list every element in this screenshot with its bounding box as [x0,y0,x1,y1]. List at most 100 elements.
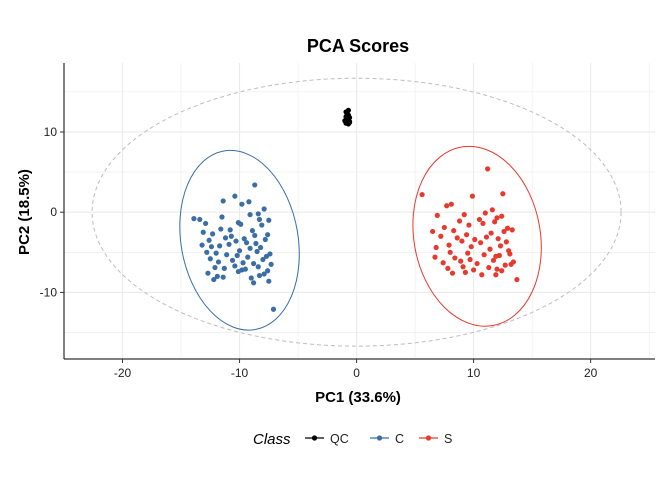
score-point-qc [344,111,350,117]
score-point-c [218,226,224,232]
score-point-c [232,193,238,199]
score-point-s [460,264,466,270]
score-point-c [212,264,218,271]
score-point-c [226,241,232,247]
score-point-c [263,253,270,259]
score-point-c [206,237,212,243]
score-point-s [481,252,487,258]
score-point-s [472,236,478,243]
score-point-s [445,265,451,271]
score-point-c [265,232,271,238]
score-point-s [494,215,500,221]
score-point-s [501,228,507,235]
class-ellipses [179,145,542,331]
score-point-s [488,230,494,236]
score-point-c [259,222,265,228]
score-point-s [482,210,488,216]
score-point-c [250,260,257,267]
score-point-c [268,261,274,267]
legend: Class QC C S [253,431,452,448]
score-point-c [261,206,267,212]
score-point-s [432,254,438,260]
score-point-s [509,227,515,233]
score-point-s [447,249,453,255]
score-point-c [246,199,252,205]
score-point-c [233,238,239,244]
score-point-s [419,191,425,198]
score-point-c [207,256,213,262]
score-point-c [232,263,238,269]
score-point-c [265,268,271,274]
score-point-s [503,239,509,245]
score-point-s [489,207,495,213]
score-point-s [444,203,450,209]
x-tick-label: -20 [114,366,132,380]
legend-label-s: S [444,432,452,446]
score-point-c [213,250,219,256]
y-tick-label: 10 [44,125,58,139]
score-point-c [215,259,222,265]
score-point-s [487,246,493,252]
y-axis-title: PC2 (18.5%) [16,169,33,255]
score-point-s [438,233,444,239]
score-point-c [252,232,258,239]
score-point-c [241,236,247,242]
score-point-c [256,216,263,223]
score-point-c [248,275,254,281]
score-point-s [469,193,476,199]
confidence-ellipse-s [412,145,542,327]
score-point-s [441,224,447,231]
score-point-c [243,240,250,246]
score-point-c [249,228,256,234]
score-point-s [479,272,485,278]
score-point-s [471,267,477,273]
score-point-c [261,271,267,277]
score-point-c [224,252,230,258]
legend-label-c: C [395,432,404,446]
score-point-c [247,212,253,218]
score-point-c [255,211,261,217]
legend-label-qc: QC [330,432,349,446]
y-tick-label: -10 [40,285,58,299]
score-point-s [493,272,499,278]
chart-title: PCA Scores [307,36,409,56]
score-point-c [222,235,229,241]
score-point-c [250,280,257,286]
score-point-s [463,232,470,238]
score-point-c [227,227,233,233]
score-point-c [200,229,206,235]
score-point-c [234,252,240,259]
score-point-s [454,235,460,241]
legend-title: Class [253,431,291,448]
score-point-s [478,240,484,246]
score-point-c [266,278,272,284]
score-point-s [486,264,492,271]
score-point-qc [346,118,353,125]
score-point-s [468,244,474,250]
score-point-c [262,236,268,243]
score-point-s [497,243,504,249]
x-tick-label: -10 [231,366,249,380]
score-point-c [221,265,227,271]
score-point-c [247,245,253,251]
score-point-c [210,231,216,237]
score-point-s [495,236,501,242]
score-point-s [502,262,508,268]
score-point-s [446,242,452,248]
score-point-c [199,242,205,248]
legend-key-point-qc [311,435,318,441]
score-point-s [499,213,505,219]
score-point-c [208,244,215,250]
score-point-s [449,270,456,276]
score-point-c [239,201,245,207]
confidence-ellipse-c [179,149,300,331]
score-point-s [485,166,491,172]
score-point-s [451,228,457,234]
score-point-s [466,222,472,228]
score-point-c [214,273,220,279]
score-point-c [239,267,245,273]
score-point-s [459,238,465,244]
score-point-s [490,257,497,263]
score-point-s [483,234,490,240]
